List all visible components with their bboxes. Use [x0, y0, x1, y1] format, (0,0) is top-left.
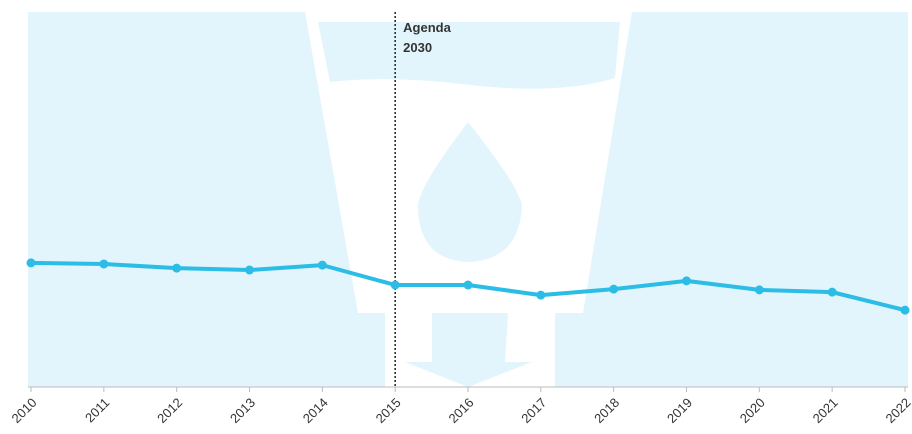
data-point	[755, 285, 764, 294]
data-point	[99, 260, 108, 269]
x-tick-label: 2017	[518, 395, 549, 426]
x-tick-label: 2015	[373, 395, 404, 426]
annotation-text: Agenda	[403, 20, 451, 35]
data-point	[682, 276, 691, 285]
data-point	[609, 285, 618, 294]
data-point	[464, 281, 473, 290]
data-point	[828, 288, 837, 297]
data-point	[391, 281, 400, 290]
x-tick-label: 2016	[445, 395, 476, 426]
x-tick-label: 2022	[882, 395, 912, 426]
annotation-text: 2030	[403, 40, 432, 55]
data-point	[536, 291, 545, 300]
x-tick-label: 2012	[154, 395, 185, 426]
x-tick-label: 2021	[810, 395, 841, 426]
data-point	[318, 261, 327, 270]
x-tick-label: 2020	[737, 395, 768, 426]
chart: Agenda 2030 2010 2011 2012 2013 2014 2015 2016 20…	[0, 0, 912, 434]
data-point	[27, 258, 36, 267]
x-tick-label: 2018	[591, 395, 622, 426]
x-tick-label: 2013	[227, 395, 258, 426]
data-point	[172, 264, 181, 273]
x-tick-label: 2010	[8, 395, 39, 426]
x-tick-label: 2014	[300, 395, 331, 426]
data-point	[245, 266, 254, 275]
x-tick-label: 2019	[664, 395, 695, 426]
data-point	[901, 306, 910, 315]
x-tick-label: 2011	[82, 395, 112, 425]
